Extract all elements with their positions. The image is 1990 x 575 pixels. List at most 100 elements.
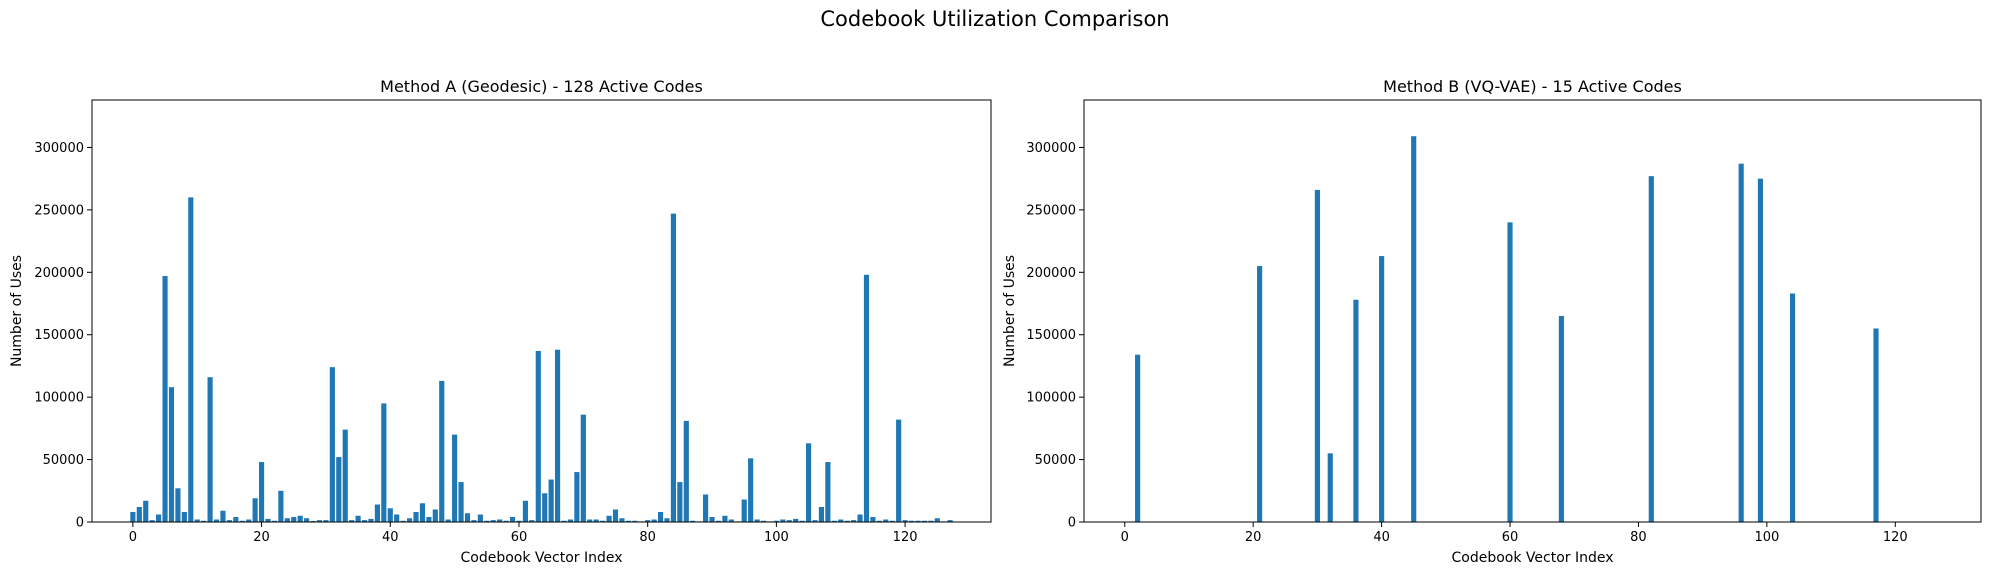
bar bbox=[677, 482, 683, 522]
bar bbox=[1135, 354, 1141, 522]
bar bbox=[220, 510, 226, 522]
y-tick-label: 150000 bbox=[34, 328, 84, 343]
bar bbox=[812, 520, 818, 522]
bar bbox=[426, 517, 432, 522]
bar bbox=[838, 519, 844, 522]
bar bbox=[555, 349, 561, 522]
bar bbox=[793, 518, 799, 522]
plot-frame bbox=[1083, 99, 1982, 523]
bar bbox=[471, 520, 477, 522]
bar bbox=[715, 520, 722, 522]
bar-group bbox=[1135, 136, 1879, 523]
bar bbox=[213, 519, 220, 522]
plot-frame bbox=[91, 99, 992, 523]
x-axis-label: Codebook Vector Index bbox=[1451, 550, 1613, 566]
bar bbox=[1353, 299, 1359, 522]
bar bbox=[233, 517, 239, 522]
bar bbox=[741, 499, 747, 522]
x-tick-label: 40 bbox=[1373, 530, 1390, 545]
bar bbox=[291, 517, 297, 522]
bar bbox=[1789, 293, 1796, 522]
bar bbox=[464, 513, 471, 522]
bar bbox=[355, 515, 361, 522]
bar bbox=[509, 517, 516, 522]
bar bbox=[574, 472, 580, 522]
bar bbox=[567, 519, 574, 522]
x-tick-label: 120 bbox=[1883, 530, 1908, 545]
bar bbox=[349, 520, 355, 522]
bar bbox=[136, 507, 142, 522]
y-tick-label: 250000 bbox=[1026, 203, 1076, 218]
bar bbox=[851, 520, 857, 522]
bar bbox=[1757, 178, 1764, 522]
bar bbox=[587, 519, 593, 522]
bar bbox=[458, 482, 464, 522]
x-tick-label: 80 bbox=[1630, 530, 1647, 545]
bar bbox=[593, 519, 599, 522]
bar bbox=[542, 493, 548, 522]
bar bbox=[252, 498, 258, 522]
bar bbox=[130, 512, 136, 522]
y-tick-label: 150000 bbox=[1026, 328, 1076, 343]
bar bbox=[490, 520, 496, 522]
bar bbox=[407, 518, 413, 522]
bar bbox=[1648, 176, 1654, 522]
bar bbox=[612, 509, 619, 522]
bar bbox=[703, 494, 709, 522]
x-tick-label: 40 bbox=[382, 530, 399, 545]
bar bbox=[387, 508, 393, 522]
bar bbox=[336, 457, 342, 522]
bar bbox=[181, 512, 187, 522]
bar bbox=[297, 515, 303, 522]
bar bbox=[239, 520, 245, 522]
bar bbox=[902, 520, 908, 522]
bar bbox=[284, 518, 290, 522]
bar bbox=[863, 274, 870, 522]
bar bbox=[1873, 328, 1879, 522]
bar bbox=[342, 429, 348, 522]
bar bbox=[748, 458, 754, 522]
bar bbox=[889, 520, 895, 522]
bar bbox=[928, 520, 934, 522]
bar bbox=[400, 520, 406, 522]
bar bbox=[316, 520, 323, 522]
bar bbox=[728, 519, 734, 522]
y-tick-label: 50000 bbox=[1035, 453, 1076, 468]
bar bbox=[201, 520, 207, 522]
x-tick-label: 80 bbox=[639, 530, 656, 545]
bar bbox=[516, 520, 522, 522]
bar bbox=[921, 520, 927, 522]
x-tick-label: 60 bbox=[1502, 530, 1519, 545]
x-tick-label: 20 bbox=[1245, 530, 1262, 545]
bar bbox=[503, 520, 509, 522]
y-axis-ticks: 0 50000 100000 150000 200000 250000 300000 bbox=[34, 141, 92, 531]
x-tick-label: 0 bbox=[129, 530, 137, 545]
bar bbox=[265, 518, 271, 522]
bar bbox=[381, 403, 387, 522]
bar bbox=[651, 519, 657, 522]
bar bbox=[818, 507, 825, 522]
bar bbox=[175, 488, 181, 522]
bar bbox=[870, 517, 876, 522]
bar bbox=[896, 419, 902, 522]
x-axis-ticks: 0 20 40 60 80 100 120 bbox=[1121, 522, 1908, 545]
bar bbox=[915, 520, 921, 522]
y-tick-label: 0 bbox=[1068, 516, 1076, 531]
bar bbox=[1558, 315, 1564, 522]
x-tick-label: 120 bbox=[893, 530, 918, 545]
chart-method-a: Method A (Geodesic) - 128 Active Codes 0… bbox=[9, 77, 992, 566]
bar bbox=[625, 520, 631, 522]
y-tick-label: 100000 bbox=[1026, 391, 1076, 406]
bar bbox=[329, 367, 335, 522]
bar bbox=[947, 520, 953, 522]
bar bbox=[529, 520, 535, 522]
y-tick-label: 50000 bbox=[43, 453, 84, 468]
bar bbox=[561, 520, 567, 522]
bar bbox=[825, 462, 831, 522]
bar bbox=[934, 518, 940, 522]
bar bbox=[1257, 266, 1263, 522]
bar bbox=[419, 503, 426, 522]
bar bbox=[606, 515, 612, 522]
bar bbox=[368, 518, 374, 522]
